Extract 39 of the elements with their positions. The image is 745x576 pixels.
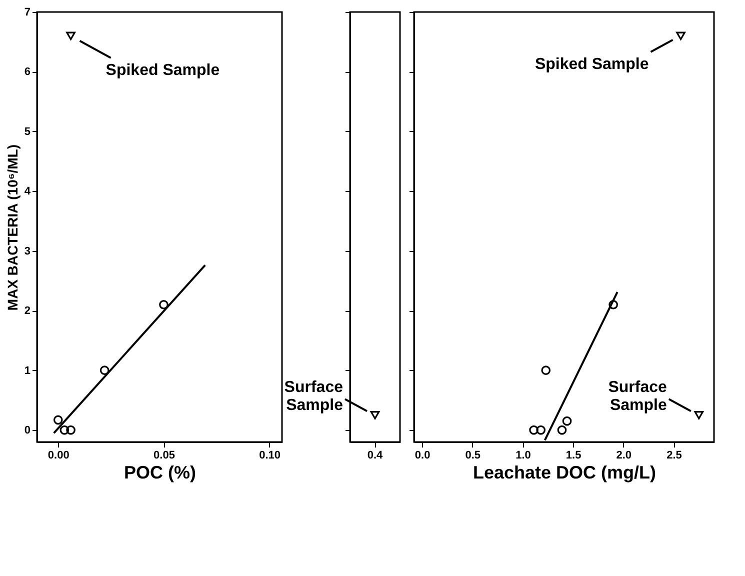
point xyxy=(608,300,618,310)
point xyxy=(100,366,110,375)
annotation: Spiked Sample xyxy=(534,56,649,73)
point xyxy=(66,32,76,40)
point xyxy=(536,425,546,435)
x-tick-label: 0.10 xyxy=(259,450,281,462)
y-tick-label: 6 xyxy=(24,66,30,78)
x-tick-label: 0.4 xyxy=(367,450,384,462)
point xyxy=(557,425,567,435)
point xyxy=(159,300,168,310)
x-axis-title: POC (%) xyxy=(124,462,196,482)
annotation: Surface Sample xyxy=(284,379,344,414)
point xyxy=(562,416,572,426)
annotation: Spiked Sample xyxy=(106,62,220,79)
x-tick-label: 0.5 xyxy=(465,450,481,462)
y-tick-label: 0 xyxy=(24,424,30,437)
point xyxy=(694,410,704,420)
x-tick-label: 1.0 xyxy=(516,450,531,462)
x-tick-label: 0.00 xyxy=(48,450,70,462)
y-tick-label: 7 xyxy=(24,6,30,18)
y-tick-label: 3 xyxy=(24,245,30,258)
point xyxy=(66,425,76,435)
y-tick-label: 1 xyxy=(24,364,30,377)
x-tick-label: 1.5 xyxy=(566,450,582,462)
x-tick-label: 0.0 xyxy=(414,450,430,462)
x-tick-label: 0.05 xyxy=(154,450,175,462)
y-tick-label: 2 xyxy=(24,305,30,318)
point xyxy=(53,415,63,425)
y-tick-label: 5 xyxy=(24,126,30,138)
point xyxy=(676,32,686,40)
y-tick-label: 4 xyxy=(24,186,32,198)
x-tick-label: 2.5 xyxy=(666,450,682,462)
point xyxy=(541,366,551,375)
annotation: Surface Sample xyxy=(608,379,667,414)
x-tick-label: 2.0 xyxy=(616,450,632,462)
y-axis-title: MAX BACTERIA (10⁶/ML) xyxy=(4,144,20,311)
x-axis-title: Leachate DOC (mg/L) xyxy=(472,462,656,482)
point xyxy=(60,425,70,435)
point xyxy=(529,425,538,435)
